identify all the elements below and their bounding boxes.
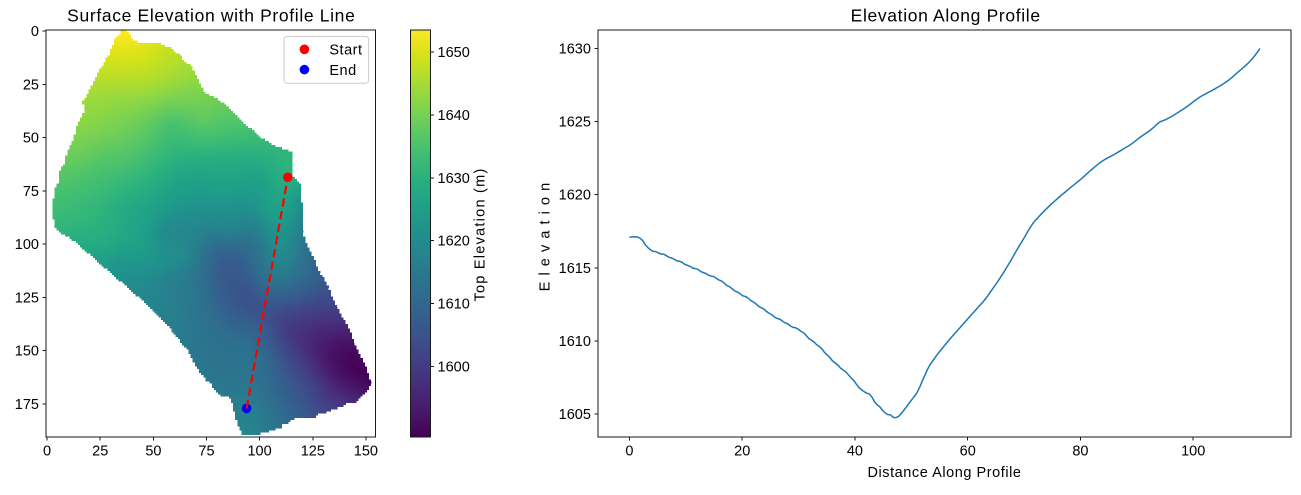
svg-text:1610: 1610 (438, 297, 470, 313)
svg-text:Elevation: Elevation (538, 177, 554, 292)
svg-text:175: 175 (15, 397, 39, 413)
svg-text:25: 25 (23, 77, 39, 93)
svg-text:150: 150 (354, 444, 378, 460)
svg-text:25: 25 (92, 444, 108, 460)
svg-text:End: End (329, 63, 356, 79)
svg-text:1630: 1630 (438, 171, 470, 187)
svg-text:1625: 1625 (559, 115, 591, 131)
svg-text:1640: 1640 (438, 108, 470, 124)
svg-text:1620: 1620 (438, 234, 470, 250)
svg-text:Distance Along Profile: Distance Along Profile (868, 465, 1022, 481)
svg-text:1620: 1620 (559, 188, 591, 204)
svg-text:75: 75 (23, 184, 39, 200)
svg-text:0: 0 (31, 24, 39, 40)
svg-text:1630: 1630 (559, 41, 591, 57)
svg-text:1600: 1600 (438, 360, 470, 376)
svg-text:60: 60 (960, 444, 976, 460)
svg-text:80: 80 (1072, 444, 1088, 460)
svg-text:50: 50 (23, 131, 39, 147)
svg-text:125: 125 (301, 444, 325, 460)
svg-text:100: 100 (15, 237, 39, 253)
svg-text:0: 0 (625, 444, 633, 460)
svg-text:40: 40 (847, 444, 863, 460)
svg-text:0: 0 (43, 444, 51, 460)
svg-text:150: 150 (15, 344, 39, 360)
svg-text:Top Elevation (m): Top Elevation (m) (473, 167, 489, 301)
svg-text:Start: Start (329, 43, 362, 59)
svg-text:100: 100 (247, 444, 271, 460)
svg-text:1615: 1615 (559, 261, 591, 277)
svg-text:1610: 1610 (559, 334, 591, 350)
svg-text:Surface Elevation with Profile: Surface Elevation with Profile Line (67, 6, 355, 26)
svg-text:75: 75 (198, 444, 214, 460)
svg-text:100: 100 (1181, 444, 1205, 460)
svg-text:125: 125 (15, 290, 39, 306)
svg-text:20: 20 (734, 444, 750, 460)
svg-text:1605: 1605 (559, 407, 591, 423)
svg-text:1650: 1650 (438, 45, 470, 61)
svg-text:Elevation Along Profile: Elevation Along Profile (851, 6, 1041, 26)
svg-text:50: 50 (145, 444, 161, 460)
